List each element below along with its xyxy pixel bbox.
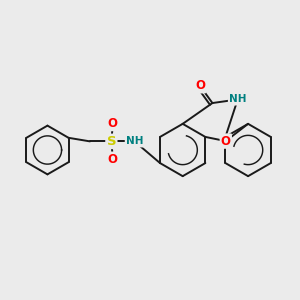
Text: S: S — [106, 135, 116, 148]
Text: NH: NH — [126, 136, 143, 146]
Text: O: O — [195, 79, 205, 92]
Text: O: O — [108, 153, 118, 166]
Text: O: O — [221, 135, 231, 148]
Text: O: O — [108, 117, 118, 130]
Text: NH: NH — [229, 94, 246, 104]
